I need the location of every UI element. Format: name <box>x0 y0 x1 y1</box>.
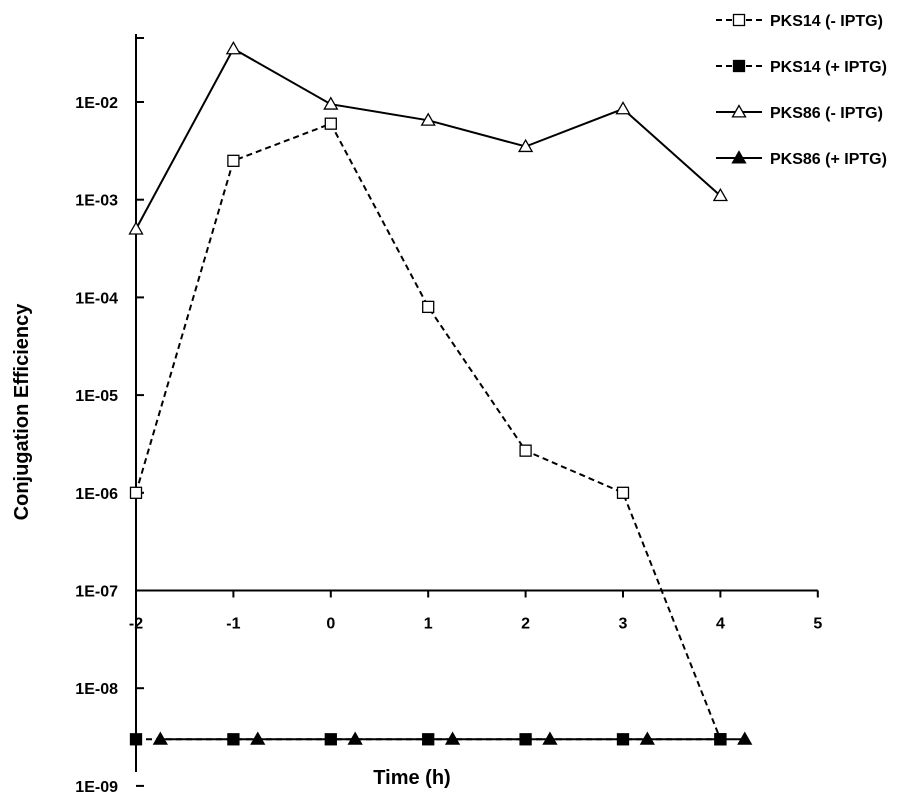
data-point <box>128 221 144 235</box>
legend-item: PKS14 (+ IPTG) <box>716 59 887 76</box>
y-tick-label: 1E-08 <box>75 681 118 698</box>
data-point <box>712 187 729 202</box>
legend-marker <box>732 13 746 27</box>
series-pks14-iptg <box>129 117 727 746</box>
legend-marker <box>731 104 747 118</box>
x-tick-label: 1 <box>424 616 433 633</box>
data-point <box>616 486 630 499</box>
y-tick-label: 1E-07 <box>75 584 118 601</box>
data-point <box>444 731 461 745</box>
x-axis-title: Time (h) <box>373 767 450 789</box>
data-point <box>347 731 363 745</box>
data-point <box>250 731 266 745</box>
data-point <box>519 444 532 457</box>
x-tick-label: -1 <box>226 616 240 633</box>
legend-label: PKS14 (+ IPTG) <box>770 59 887 76</box>
x-tick-label: 3 <box>619 616 628 633</box>
data-point <box>422 300 435 314</box>
x-tick-label: 5 <box>813 616 822 633</box>
y-axis-title: Conjugation Efficiency <box>11 303 33 521</box>
y-tick-label: 1E-06 <box>75 486 118 503</box>
legend-label: PKS86 (+ IPTG) <box>770 151 887 168</box>
data-point <box>324 117 337 130</box>
legend: PKS14 (- IPTG) PKS14 (+ IPTG) PKS86 (- IPT… <box>716 13 887 168</box>
x-tick-label: 2 <box>521 616 530 633</box>
legend-label: PKS14 (- IPTG) <box>770 13 883 30</box>
data-point <box>129 733 143 746</box>
data-point <box>517 138 534 153</box>
series-pks86-iptg <box>128 41 729 235</box>
data-point <box>639 731 655 745</box>
legend-label: PKS86 (- IPTG) <box>770 105 883 122</box>
series-pks86-iptg <box>152 731 753 745</box>
x-tick-label: 4 <box>716 616 725 633</box>
y-tick-label: 1E-04 <box>75 290 118 307</box>
data-point <box>737 731 753 745</box>
y-tick-label: 1E-05 <box>75 388 118 405</box>
y-tick-label: 1E-09 <box>75 779 118 796</box>
data-point <box>129 486 143 499</box>
data-point <box>420 112 436 126</box>
legend-marker <box>731 150 747 164</box>
series-line <box>135 122 722 740</box>
x-tick-label: -2 <box>129 616 143 633</box>
data-point <box>323 96 339 110</box>
x-tick-label: 0 <box>326 616 335 633</box>
y-tick-label: 1E-03 <box>75 193 118 210</box>
series-layer <box>128 41 753 746</box>
legend-marker <box>732 59 746 73</box>
axes-layer: 1E-09 1E-08 1E-07 1E-06 1E-05 1E-04 1E-03 1E-02… <box>75 34 822 796</box>
data-point <box>152 731 168 745</box>
y-tick-label: 1E-02 <box>75 95 118 112</box>
data-point <box>227 154 240 167</box>
legend-item: PKS86 (- IPTG) <box>716 104 883 122</box>
legend-item: PKS14 (- IPTG) <box>716 13 883 30</box>
series-line <box>135 47 722 230</box>
legend-item: PKS86 (+ IPTG) <box>716 150 887 168</box>
data-point <box>225 41 242 55</box>
data-point <box>615 101 631 115</box>
data-point <box>542 731 558 745</box>
